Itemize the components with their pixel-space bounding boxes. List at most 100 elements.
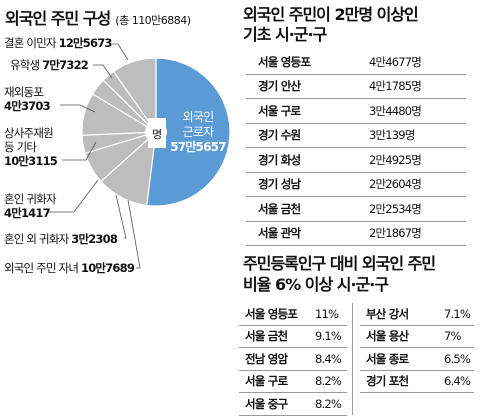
table2-region: 전남 영암 <box>239 347 311 371</box>
leader-marriage <box>110 43 129 61</box>
label-student-value: 7만7322 <box>42 58 89 72</box>
label-children-value: 10만7689 <box>81 261 135 275</box>
label-worker-value: 57만5657 <box>170 140 226 154</box>
label-natur-name: 혼인 귀화자 <box>4 192 57 206</box>
table2-region: 서울 중구 <box>239 392 311 416</box>
label-children-name: 외국인 주민 자녀 <box>4 261 79 275</box>
table1-row: 경기 성남 2만2604명 <box>246 172 466 197</box>
table1-region: 서울 관악 <box>246 221 369 246</box>
table2-row: 전남 영암 8.4% <box>239 347 347 371</box>
leader-trade <box>62 141 97 161</box>
table2-ratio: 9.1% <box>311 325 347 348</box>
table2-row: 서울 구로 8.2% <box>239 370 347 393</box>
pie-center-box <box>148 118 166 148</box>
table1-row: 서울 영등포 4만4677명 <box>246 50 466 75</box>
table2-title-line2: 비율 6% 이상 시·군·구 <box>243 275 389 294</box>
label-marriage-value: 12만5673 <box>58 36 113 50</box>
label-overseas-name: 재외동포 <box>4 85 44 99</box>
table1-count: 4만4677명 <box>368 50 466 75</box>
label-marriage: 결혼 이민자 12만5673 <box>4 36 112 50</box>
pie-slice-0 <box>146 57 231 207</box>
table1-title-line1: 외국인 주민이 2만명 이상인 <box>243 5 419 24</box>
label-worker-name2: 근로자 <box>182 125 215 139</box>
label-overseas-value: 4만3703 <box>4 99 51 113</box>
table1-row: 서울 관악 2만1867명 <box>246 221 466 246</box>
table2-region: 서울 금천 <box>239 325 311 348</box>
table1-count: 4만1785명 <box>368 74 466 99</box>
table2-region: 경기 포천 <box>360 370 440 393</box>
table1-region: 경기 수원 <box>246 123 369 148</box>
table2-row: 서울 종로 6.5% <box>360 347 474 371</box>
table2-row: 서울 용산 7% <box>360 325 474 348</box>
label-natur-other: 혼인 외 귀화자 3만2308 <box>4 232 118 246</box>
pie-title: 외국인 주민 구성 <box>5 9 111 28</box>
label-natur-value: 4만1417 <box>4 206 51 220</box>
label-student: 유학생 7만7322 <box>10 58 89 72</box>
leader-overseas <box>60 104 96 113</box>
table2-region: 서울 영등포 <box>239 303 311 326</box>
label-natur-other-value: 3만2308 <box>71 232 118 246</box>
table1-region: 서울 영등포 <box>246 50 369 75</box>
table2-row: 경기 포천 6.4% <box>360 370 474 393</box>
leader-natur-other <box>115 194 127 239</box>
table2-title-line1: 주민등록인구 대비 외국인 주민 <box>243 254 436 273</box>
table2-left: 서울 영등포 11% 서울 금천 9.1% 전남 영암 8.4% 서울 구로 8.2% 서울 중… <box>239 303 347 416</box>
label-trade-name1: 상사주재원 <box>4 126 54 140</box>
table2-region: 서울 종로 <box>360 347 440 371</box>
leader-student <box>93 64 113 79</box>
label-worker: 외국인 근로자 57만5657 <box>168 110 228 155</box>
table2-region: 부산 강서 <box>360 303 440 326</box>
table1-count: 3만4480명 <box>368 98 466 124</box>
label-student-name: 유학생 <box>10 58 40 72</box>
table1-count: 2만2604명 <box>368 172 466 197</box>
label-natur: 혼인 귀화자 4만1417 <box>4 192 57 220</box>
table2-ratio: 6.5% <box>440 347 474 371</box>
pie-chart <box>48 43 231 269</box>
table1-count: 2만1867명 <box>368 221 466 246</box>
label-overseas: 재외동포 4만3703 <box>4 85 51 113</box>
label-trade-value: 10만3115 <box>4 154 58 168</box>
table2-row: 부산 강서 7.1% <box>360 303 474 326</box>
label-marriage-name: 결혼 이민자 <box>4 36 57 50</box>
table1-region: 경기 안산 <box>246 74 369 99</box>
table1-count: 2만4925명 <box>368 147 466 173</box>
leader-children <box>127 199 141 269</box>
label-worker-name1: 외국인 <box>182 110 215 124</box>
table1: 서울 영등포 4만4677명 경기 안산 4만1785명 서울 구로 3만4480명 경기 … <box>246 50 466 246</box>
leader-natur <box>48 179 99 213</box>
table1-row: 경기 수원 3만139명 <box>246 123 466 148</box>
table2-row: 서울 중구 8.2% <box>239 392 347 416</box>
table2-region: 서울 용산 <box>360 325 440 348</box>
pie-title-block: 외국인 주민 구성 (총 110만6884) <box>5 5 191 29</box>
table2-ratio: 11% <box>311 303 347 326</box>
pie-total: (총 110만6884) <box>115 14 191 27</box>
table2-divider <box>352 303 353 415</box>
label-natur-other-name: 혼인 외 귀화자 <box>4 232 69 246</box>
pie-slice-7 <box>112 57 157 134</box>
pie-leader-lines <box>48 43 141 269</box>
table1-row: 서울 구로 3만4480명 <box>246 98 466 124</box>
table1-row: 서울 금천 2만2534명 <box>246 196 466 222</box>
table2-region: 서울 구로 <box>239 370 311 393</box>
table2-ratio: 8.4% <box>311 347 347 371</box>
table2-ratio: 7.1% <box>440 303 474 326</box>
table1-region: 경기 성남 <box>246 172 369 197</box>
table1-count: 2만2534명 <box>368 196 466 222</box>
label-trade: 상사주재원 등 기타 10만3115 <box>4 126 58 168</box>
table1-row: 경기 안산 4만1785명 <box>246 74 466 99</box>
table1-count: 3만139명 <box>368 123 466 148</box>
table1-row: 경기 화성 2만4925명 <box>246 147 466 173</box>
table2-ratio: 6.4% <box>440 370 474 393</box>
table1-title-line2: 기초 시·군·구 <box>243 25 327 44</box>
table2-ratio: 8.2% <box>311 370 347 393</box>
table2-ratio: 7% <box>440 325 474 348</box>
table1-region: 서울 구로 <box>246 98 369 124</box>
table1-region: 경기 화성 <box>246 147 369 173</box>
table1-region: 서울 금천 <box>246 196 369 222</box>
label-trade-name2: 등 기타 <box>4 140 37 154</box>
table2-ratio: 8.2% <box>311 392 347 416</box>
label-children: 외국인 주민 자녀 10만7689 <box>4 261 135 275</box>
pie-center-label: 명 <box>151 128 163 141</box>
table2-row: 서울 금천 9.1% <box>239 325 347 348</box>
table2-row: 서울 영등포 11% <box>239 303 347 326</box>
